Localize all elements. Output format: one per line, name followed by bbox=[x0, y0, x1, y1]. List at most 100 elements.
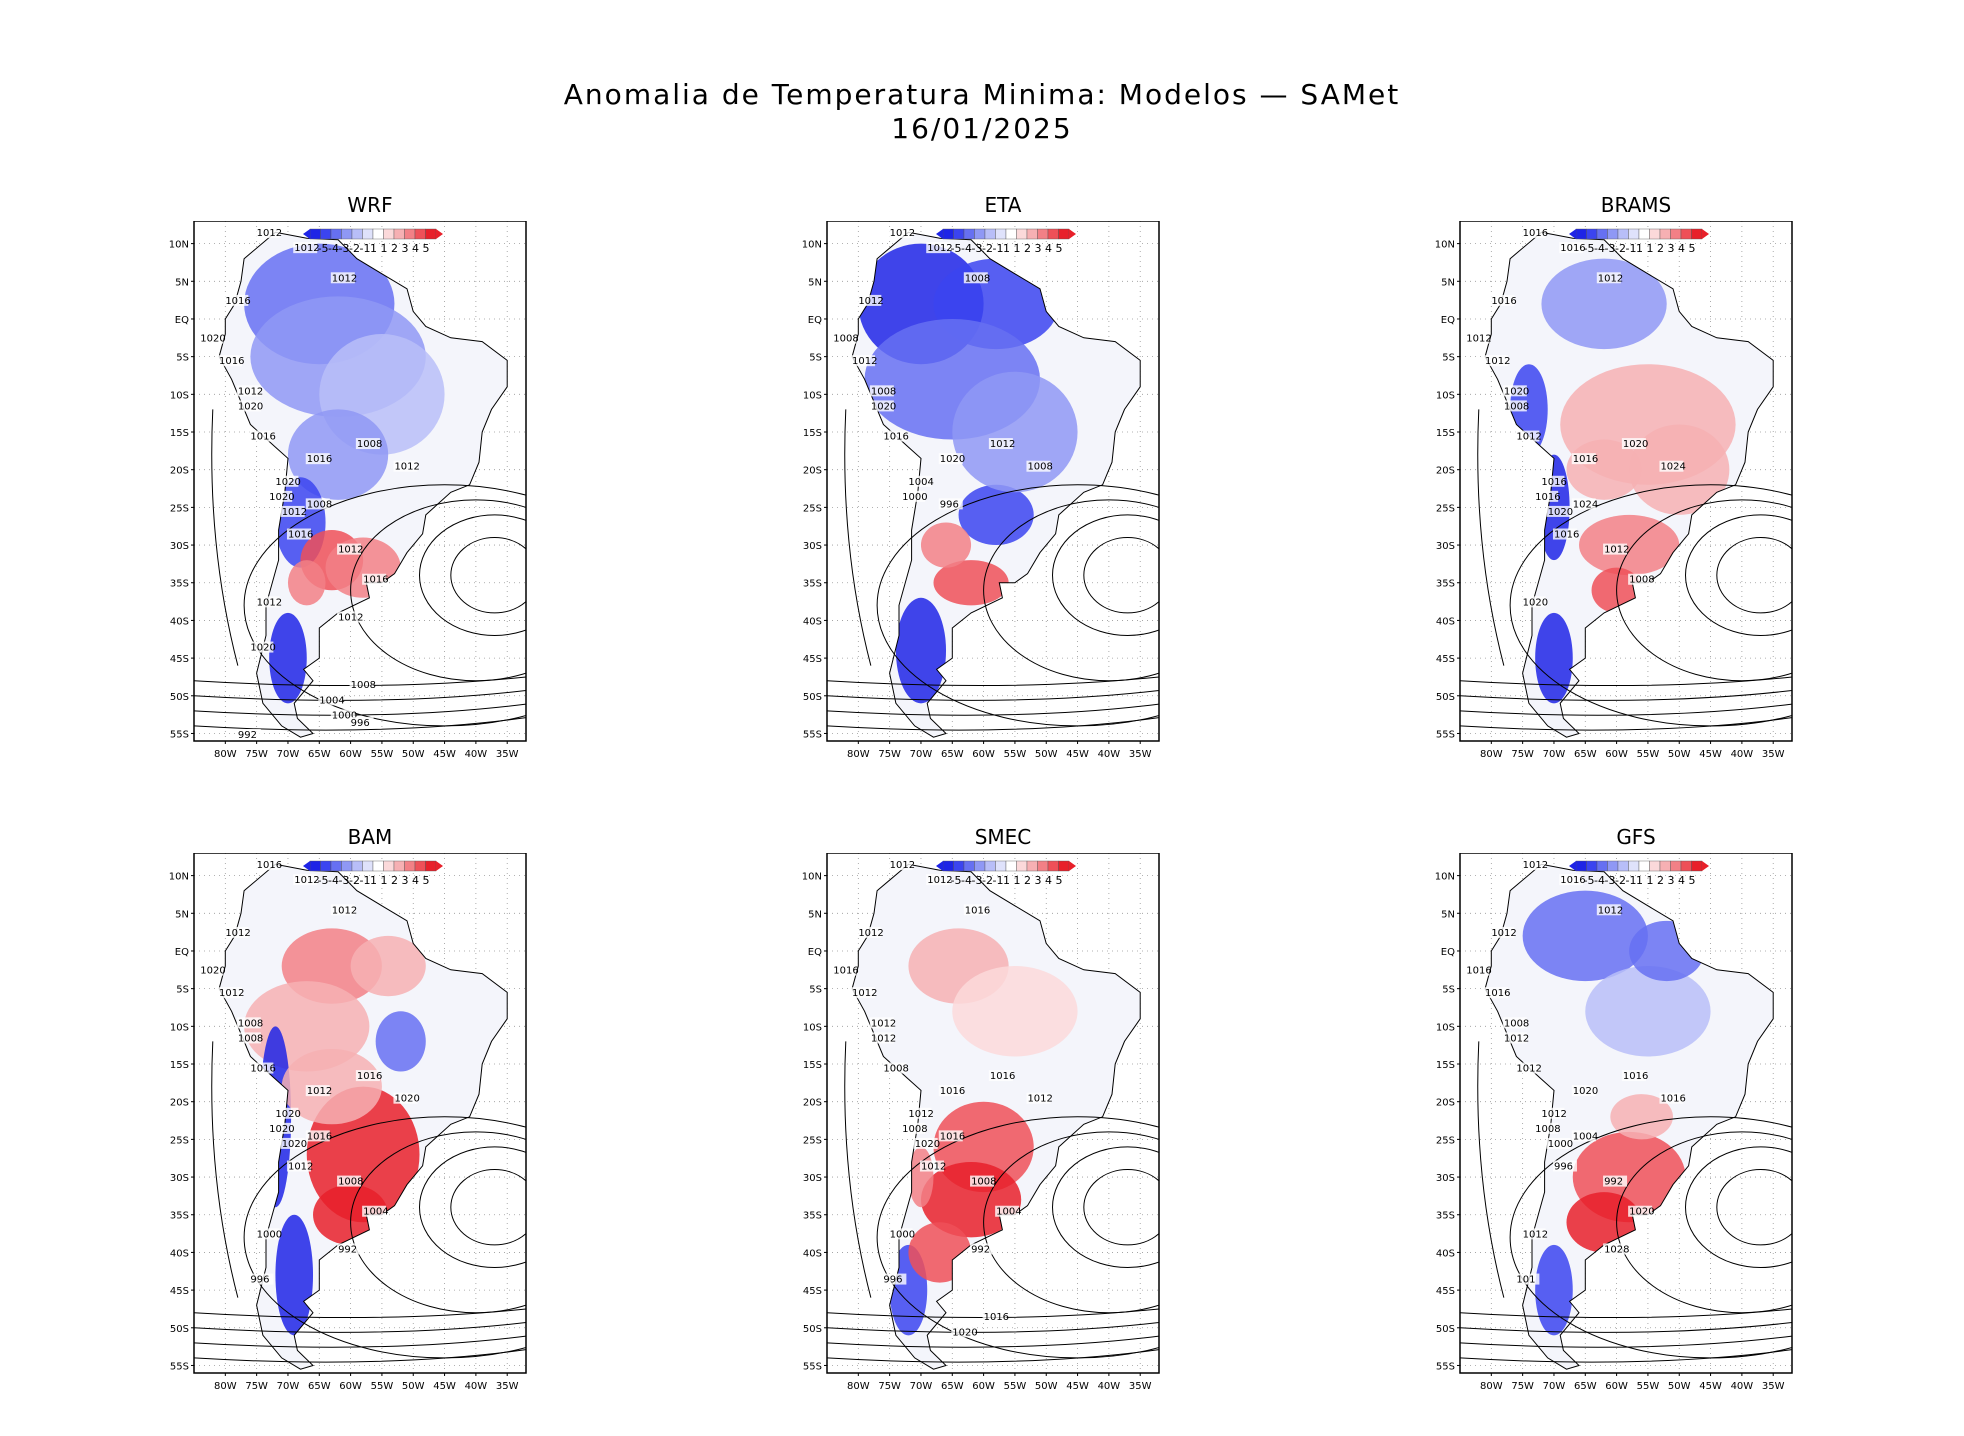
colorbar: -5 -4 -3 -2 -1 1 1 2 3 4 5 bbox=[303, 228, 443, 255]
isobar-label: 992 bbox=[338, 1244, 357, 1255]
colorbar-label: 1 bbox=[1636, 242, 1643, 255]
lat-tick-label: 30S bbox=[170, 1173, 189, 1184]
isobar-label-bg bbox=[869, 400, 894, 412]
colorbar: -5 -4 -3 -2 -1 1 1 2 3 4 5 bbox=[936, 860, 1076, 887]
isobar-label: 1016 bbox=[1560, 875, 1585, 886]
isobar-label: 1012 bbox=[332, 905, 357, 916]
isobar-label: 1020 bbox=[940, 454, 965, 465]
isobar-label: 1008 bbox=[1535, 1124, 1560, 1135]
colorbar-swatch bbox=[1680, 860, 1692, 872]
lon-tick-label: 50W bbox=[1668, 749, 1691, 760]
colorbar-label: 1 bbox=[381, 242, 388, 255]
isobar-label-bg bbox=[1515, 430, 1540, 442]
isobar-label-bg bbox=[1571, 1085, 1596, 1097]
isobar-label-bg bbox=[255, 227, 280, 239]
isobar-label: 1012 bbox=[225, 928, 250, 939]
isobar-label-bg bbox=[1521, 859, 1546, 871]
colorbar-label: 4 bbox=[412, 874, 419, 887]
colorbar-swatch bbox=[330, 228, 342, 240]
isobar-label: 1020 bbox=[952, 1327, 977, 1338]
colorbar-swatch bbox=[995, 860, 1007, 872]
lon-tick-label: 45W bbox=[1699, 1381, 1722, 1392]
isobar-label: 1016 bbox=[1554, 530, 1579, 541]
isobar-label-bg bbox=[901, 1122, 926, 1134]
isobar-label: 1012 bbox=[338, 545, 363, 556]
colorbar-swatch bbox=[1586, 860, 1598, 872]
colorbar-swatch bbox=[1058, 228, 1070, 240]
panel-smec: SMEC 1012 1012 1016 1012 1016 1012 1012 1012 100… bbox=[783, 825, 1223, 1405]
isobar-label-bg bbox=[286, 528, 311, 540]
lat-tick-label: 40S bbox=[803, 616, 822, 627]
isobar-label: 1012 bbox=[908, 1109, 933, 1120]
isobar-label-bg bbox=[1521, 227, 1546, 239]
colorbar-swatch bbox=[984, 228, 996, 240]
isobar-label-bg bbox=[1546, 1137, 1571, 1149]
map-plot: 1012 1012 1012 1016 1020 1016 1012 1020 1016 1008… bbox=[169, 221, 527, 760]
lat-tick-label: 15S bbox=[803, 1060, 822, 1071]
lon-tick-label: 45W bbox=[433, 749, 456, 760]
isobar-label: 1020 bbox=[1629, 1207, 1654, 1218]
anomaly-patch bbox=[952, 966, 1078, 1057]
colorbar-label: 1 bbox=[1014, 242, 1021, 255]
isobar-label-bg bbox=[888, 1228, 913, 1240]
isobar-label: 1012 bbox=[238, 386, 263, 397]
lat-tick-label: 55S bbox=[803, 729, 822, 740]
isobar-label-bg bbox=[888, 859, 913, 871]
figure-date: 16/01/2025 bbox=[891, 112, 1073, 145]
lat-tick-label: 40S bbox=[1436, 1248, 1455, 1259]
isobar-label: 1008 bbox=[833, 334, 858, 345]
colorbar-label: -3 bbox=[1605, 242, 1616, 255]
lon-tick-label: 40W bbox=[1731, 749, 1754, 760]
isobar-label-bg bbox=[1515, 1062, 1540, 1074]
colorbar-swatch bbox=[995, 228, 1007, 240]
colorbar-label: -5 bbox=[318, 242, 329, 255]
isobars bbox=[827, 409, 1159, 731]
lat-tick-label: 35S bbox=[1436, 1211, 1455, 1222]
lon-tick-label: 35W bbox=[1762, 1381, 1785, 1392]
lat-tick-label: 5S bbox=[176, 353, 189, 364]
isobar-label: 1020 bbox=[269, 492, 294, 503]
isobar-label-bg bbox=[249, 641, 274, 653]
colorbar-label: 3 bbox=[1668, 874, 1675, 887]
colorbar-label: -5 bbox=[1584, 874, 1595, 887]
colorbar-label: 5 bbox=[1689, 874, 1696, 887]
colorbar-swatch bbox=[1058, 860, 1070, 872]
anomaly-patch bbox=[1535, 1244, 1573, 1336]
colorbar-swatch bbox=[404, 228, 416, 240]
lat-tick-label: 10S bbox=[1436, 1022, 1455, 1033]
colorbar-swatch bbox=[1670, 860, 1682, 872]
isobar-label: 1012 bbox=[1598, 905, 1623, 916]
lat-tick-label: EQ bbox=[1441, 315, 1455, 326]
isobar-label: 1016 bbox=[833, 966, 858, 977]
map-plot: 1012101610121012101610161008101210121016… bbox=[1435, 853, 1793, 1392]
lat-tick-label: 5S bbox=[809, 353, 822, 364]
lat-tick-label: 50S bbox=[1436, 1324, 1455, 1335]
lon-tick-label: 55W bbox=[371, 1381, 394, 1392]
lat-tick-label: 5S bbox=[1442, 353, 1455, 364]
colorbar-label: -2 bbox=[982, 874, 993, 887]
lat-tick-label: 30S bbox=[1436, 1173, 1455, 1184]
isobar-label-bg bbox=[963, 904, 988, 916]
colorbar-swatch bbox=[1638, 860, 1650, 872]
isobar-label: 996 bbox=[940, 499, 959, 510]
colorbar-swatch bbox=[362, 860, 374, 872]
colorbar-swatch bbox=[383, 860, 395, 872]
isobars bbox=[1460, 1041, 1792, 1363]
colorbar-swatch bbox=[1005, 228, 1017, 240]
isobar-label-bg bbox=[882, 1273, 907, 1285]
isobar-label-bg bbox=[362, 1205, 387, 1217]
isobar-label: 1012 bbox=[890, 228, 915, 239]
isobar-label-bg bbox=[1502, 1032, 1527, 1044]
lat-tick-label: 20S bbox=[1436, 1098, 1455, 1109]
colorbar-swatch bbox=[963, 228, 975, 240]
lon-tick-label: 80W bbox=[847, 1381, 870, 1392]
colorbar-label: 5 bbox=[1056, 242, 1063, 255]
anomaly-patch bbox=[350, 935, 426, 997]
anomaly-patch bbox=[287, 560, 326, 606]
isobar-label-bg bbox=[1659, 460, 1684, 472]
colorbar-swatch bbox=[1659, 228, 1671, 240]
isobar-label-bg bbox=[362, 573, 387, 585]
isobar-label-bg bbox=[199, 964, 224, 976]
colorbar-swatch bbox=[1026, 228, 1038, 240]
isobars bbox=[827, 1041, 1159, 1363]
